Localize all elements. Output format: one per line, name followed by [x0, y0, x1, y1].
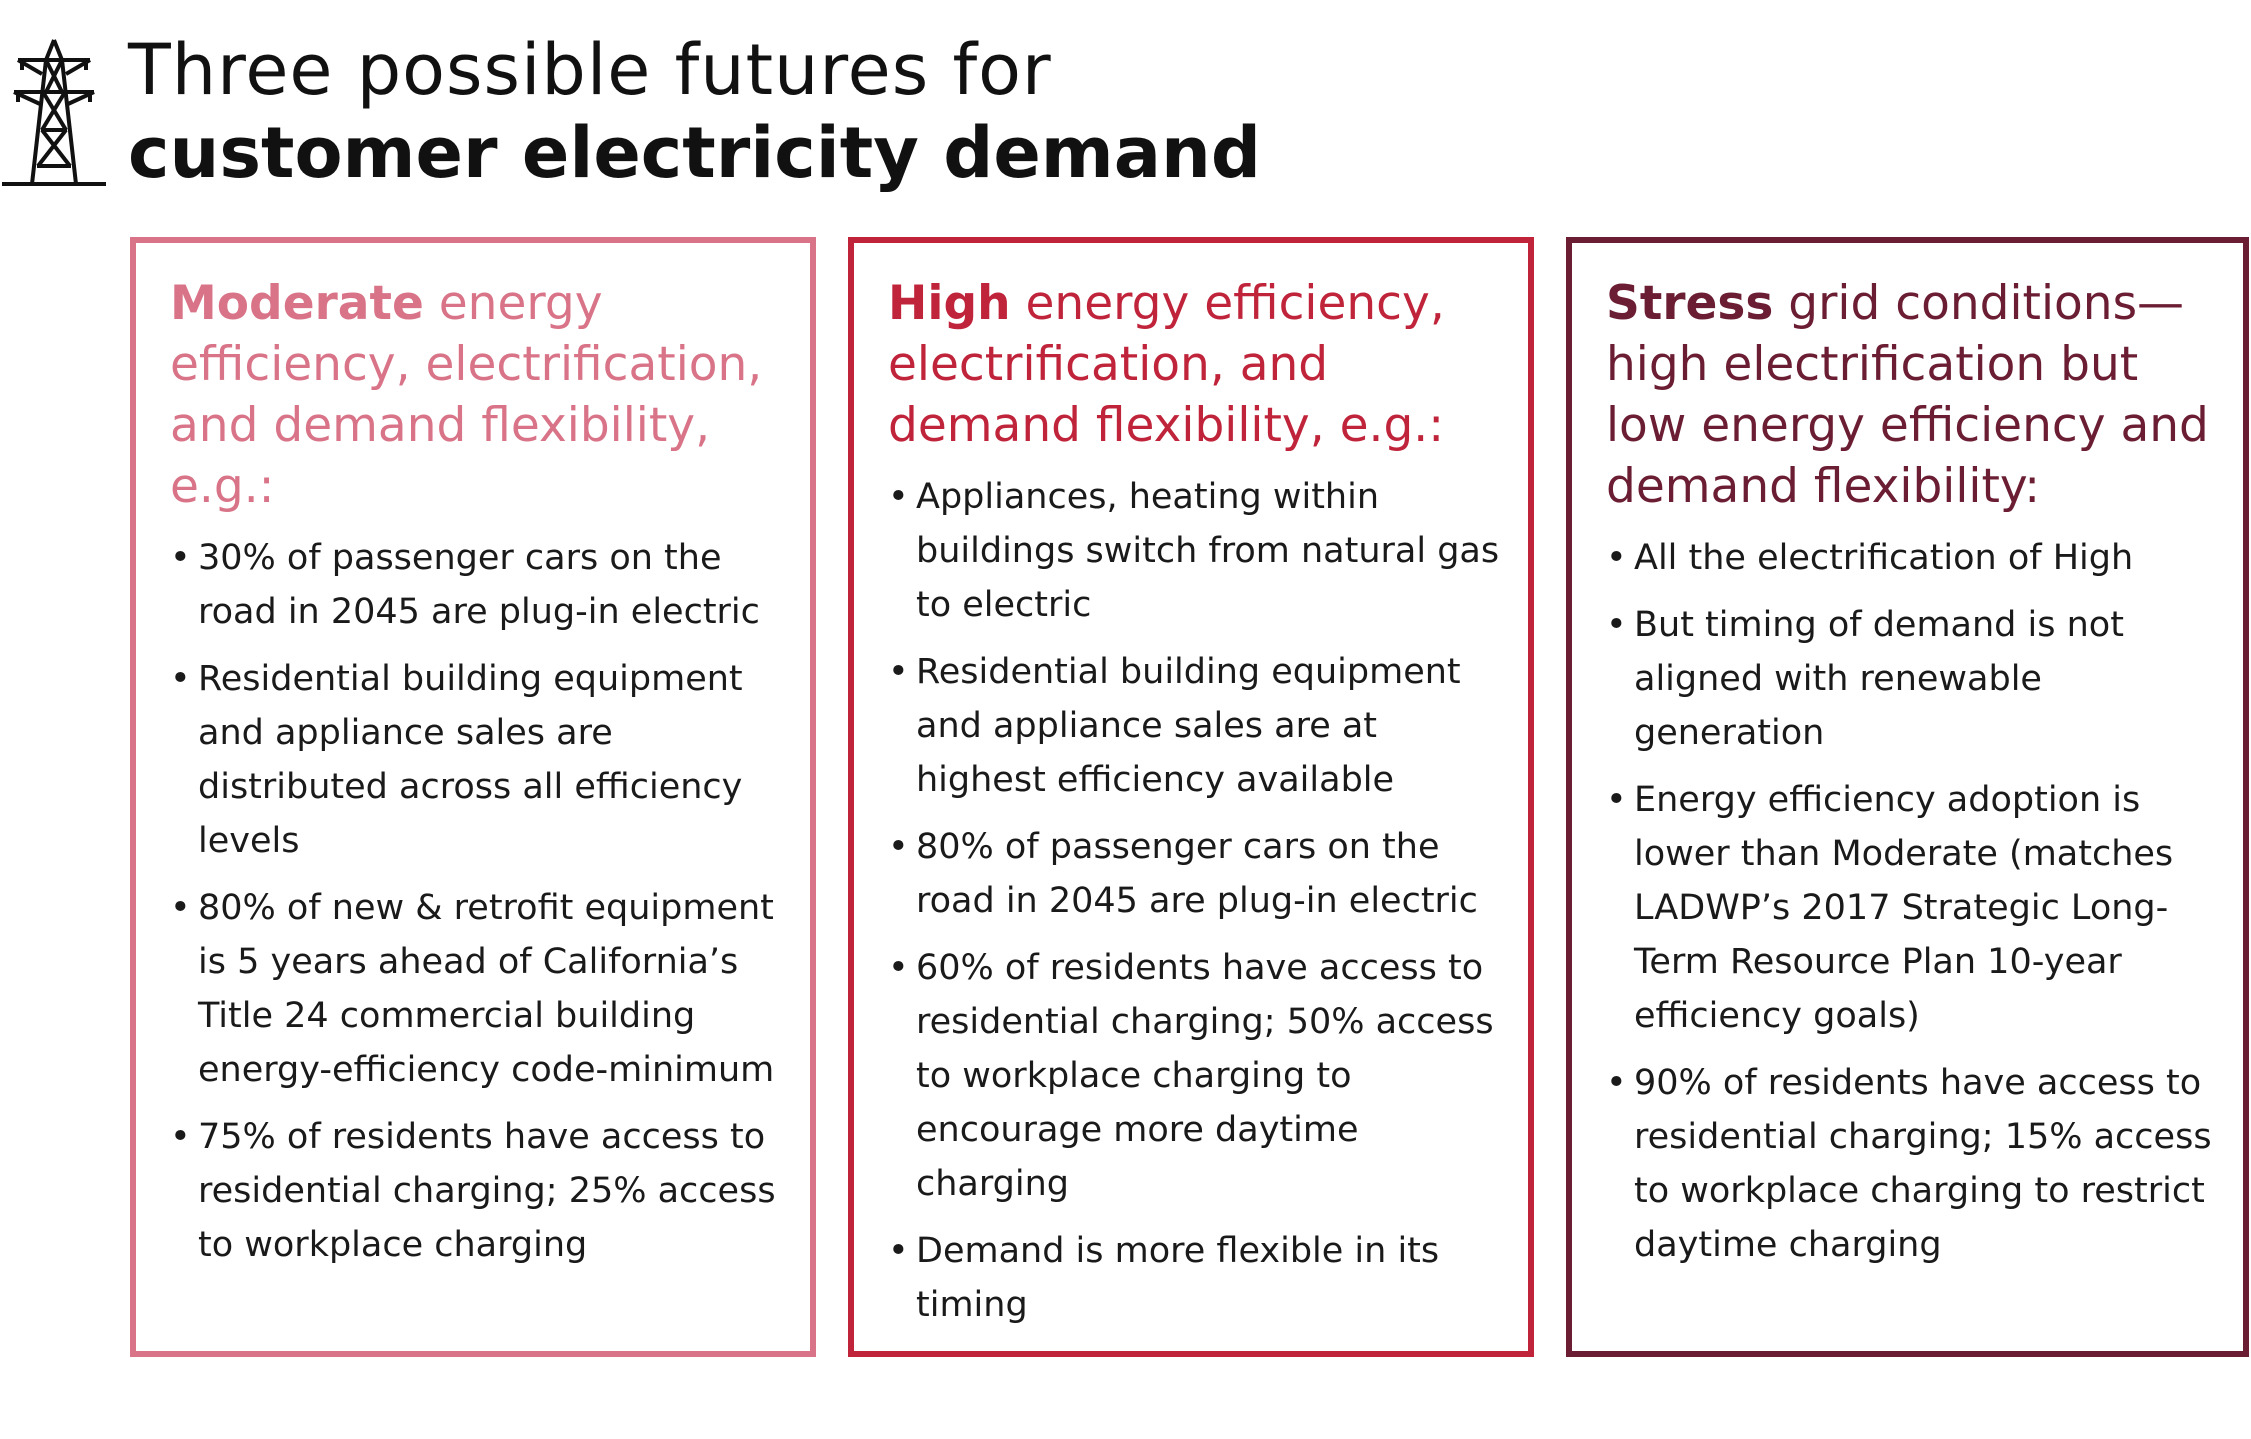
bullet-dot: •	[888, 948, 909, 988]
heading-text: grid conditions—high electrification but…	[1606, 276, 2209, 514]
panel-heading: High energy efficiency, electrification,…	[888, 273, 1504, 456]
title-line-2: customer electricity demand	[128, 112, 1261, 194]
list-item: • Demand is more flexible in its timing	[888, 1224, 1504, 1332]
list-item: • But timing of demand is not aligned wit…	[1606, 598, 2219, 760]
list-item-text: 90% of residents have access to resident…	[1634, 1063, 2212, 1265]
bullet-dot: •	[1606, 605, 1627, 645]
list-item-text: All the electrification of High	[1634, 538, 2134, 578]
bullet-list: • 30% of passenger cars on the road in 20…	[170, 531, 786, 1272]
bullet-dot: •	[888, 827, 909, 867]
list-item-text: Energy efficiency adoption is lower than…	[1634, 780, 2174, 1036]
bullet-list: • All the electrification of High • But ti…	[1606, 531, 2219, 1272]
list-item: • Energy efficiency adoption is lower tha…	[1606, 773, 2219, 1043]
list-item-text: 75% of residents have access to resident…	[198, 1117, 776, 1265]
stress-scenario-panel: Stress grid conditions—high electrificat…	[1566, 237, 2249, 1357]
list-item: • 80% of passenger cars on the road in 20…	[888, 820, 1504, 928]
list-item-text: Demand is more flexible in its timing	[916, 1231, 1440, 1325]
bullet-dot: •	[1606, 538, 1627, 578]
list-item: • 60% of residents have access to residen…	[888, 941, 1504, 1211]
scenario-keyword: Stress	[1606, 276, 1774, 331]
bullet-dot: •	[170, 1117, 191, 1157]
list-item: • Residential building equipment and appl…	[888, 645, 1504, 807]
high-scenario-panel: High energy efficiency, electrification,…	[848, 237, 1534, 1357]
title-line-1: Three possible futures for	[128, 29, 1052, 111]
list-item-text: 60% of residents have access to resident…	[916, 948, 1494, 1204]
bullet-dot: •	[170, 659, 191, 699]
bullet-list: • Appliances, heating within buildings sw…	[888, 470, 1504, 1332]
panel-heading: Moderate energy efficiency, electrificat…	[170, 273, 786, 517]
heading-text: energy efficiency, electrification, and …	[170, 276, 763, 514]
bullet-dot: •	[1606, 1063, 1627, 1103]
bullet-dot: •	[1606, 780, 1627, 820]
list-item: • 30% of passenger cars on the road in 20…	[170, 531, 786, 639]
list-item-text: But timing of demand is not aligned with…	[1634, 605, 2124, 753]
list-item: • All the electrification of High	[1606, 531, 2219, 585]
bullet-dot: •	[170, 888, 191, 928]
list-item: • Residential building equipment and appl…	[170, 652, 786, 868]
list-item-text: 80% of new & retrofit equipment is 5 yea…	[198, 888, 775, 1090]
bullet-dot: •	[888, 652, 909, 692]
list-item: • 90% of residents have access to residen…	[1606, 1056, 2219, 1272]
list-item-text: 30% of passenger cars on the road in 204…	[198, 538, 760, 632]
scenario-keyword: Moderate	[170, 276, 424, 331]
list-item-text: Residential building equipment and appli…	[198, 659, 743, 861]
page-header: Three possible futures for customer elec…	[0, 20, 1400, 200]
list-item-text: Residential building equipment and appli…	[916, 652, 1461, 800]
list-item-text: 80% of passenger cars on the road in 204…	[916, 827, 1478, 921]
moderate-scenario-panel: Moderate energy efficiency, electrificat…	[130, 237, 816, 1357]
panel-heading: Stress grid conditions—high electrificat…	[1606, 273, 2219, 517]
transmission-tower-icon	[2, 39, 106, 186]
scenario-keyword: High	[888, 276, 1011, 331]
list-item: • 80% of new & retrofit equipment is 5 ye…	[170, 881, 786, 1097]
list-item: • 75% of residents have access to residen…	[170, 1110, 786, 1272]
heading-text: energy efficiency, electrification, and …	[888, 276, 1445, 453]
page-title: Three possible futures for customer elec…	[128, 32, 1261, 192]
bullet-dot: •	[170, 538, 191, 578]
bullet-dot: •	[888, 477, 909, 517]
bullet-dot: •	[888, 1231, 909, 1271]
list-item: • Appliances, heating within buildings sw…	[888, 470, 1504, 632]
list-item-text: Appliances, heating within buildings swi…	[916, 477, 1500, 625]
